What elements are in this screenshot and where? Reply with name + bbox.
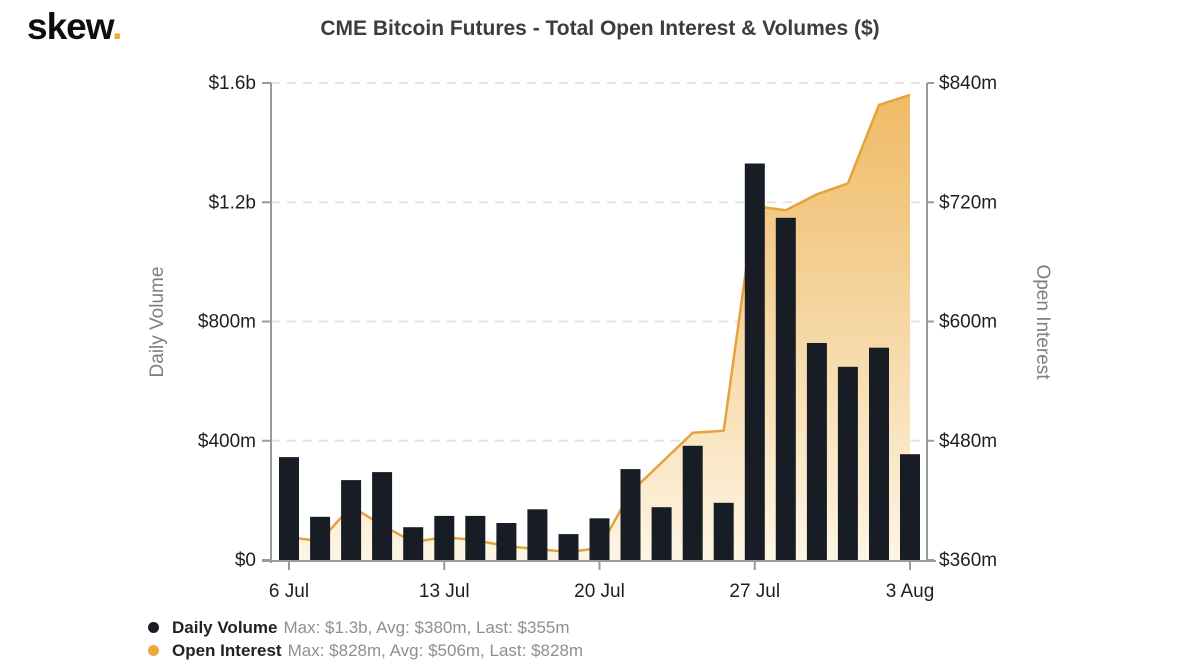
logo-text: skew <box>27 6 113 47</box>
volume-bar <box>869 347 889 560</box>
y-axis-left-label: $800m <box>198 312 256 333</box>
volume-bar <box>403 527 424 560</box>
legend-stats-open-interest: Max: $828m, Avg: $506m, Last: $828m <box>287 640 584 660</box>
volume-bar <box>620 469 641 560</box>
legend-item-open-interest: Open Interest Max: $828m, Avg: $506m, La… <box>148 639 583 662</box>
volume-bar <box>682 445 703 560</box>
left-axis-title: Daily Volume <box>147 267 168 378</box>
x-axis-label: 27 Jul <box>729 581 780 602</box>
volume-bar <box>310 516 331 560</box>
y-axis-right-label: $600m <box>939 312 997 333</box>
y-axis-left-label: $1.2b <box>208 192 256 213</box>
x-axis-label: 13 Jul <box>419 581 470 602</box>
legend: Daily Volume Max: $1.3b, Avg: $380m, Las… <box>148 616 583 662</box>
volume-bar <box>837 366 858 560</box>
y-axis-left-label: $0 <box>235 550 256 571</box>
open-interest-dot-icon <box>148 645 159 656</box>
x-axis-label: 3 Aug <box>886 581 935 602</box>
volume-bar <box>713 502 734 560</box>
volume-bar <box>558 534 579 560</box>
volume-bar <box>589 518 610 560</box>
x-axis-label: 20 Jul <box>574 581 625 602</box>
chart-title: CME Bitcoin Futures - Total Open Interes… <box>320 17 880 40</box>
legend-label-daily-volume: Daily Volume <box>172 617 278 637</box>
volume-bar <box>465 515 486 560</box>
volume-bar <box>775 217 796 561</box>
legend-item-daily-volume: Daily Volume Max: $1.3b, Avg: $380m, Las… <box>148 616 583 639</box>
skew-logo: skew. <box>27 6 122 48</box>
volume-bar <box>434 515 455 560</box>
right-axis-title: Open Interest <box>1032 264 1053 380</box>
y-axis-right-label: $840m <box>939 73 997 94</box>
y-axis-left-label: $400m <box>198 431 256 452</box>
volume-bar <box>806 343 827 560</box>
logo-dot-icon: . <box>112 6 122 47</box>
volume-bar <box>527 509 548 560</box>
chart[interactable]: $0 $360m $400m $480m $800m $600m $1.2b $720m $1.… <box>0 0 1200 608</box>
y-axis-right-label: $480m <box>939 431 997 452</box>
volume-bar <box>651 507 672 560</box>
volume-bar <box>279 457 299 560</box>
x-axis-label: 6 Jul <box>269 581 309 602</box>
volume-bar <box>900 454 920 560</box>
volume-bar <box>372 472 393 560</box>
daily-volume-dot-icon <box>148 622 159 633</box>
legend-label-open-interest: Open Interest <box>172 640 282 660</box>
volume-bar <box>341 480 362 560</box>
volume-bar <box>496 523 517 560</box>
y-axis-right-label: $720m <box>939 192 997 213</box>
volume-bar <box>744 163 765 560</box>
y-axis-left-label: $1.6b <box>208 73 256 94</box>
legend-stats-daily-volume: Max: $1.3b, Avg: $380m, Last: $355m <box>283 617 570 637</box>
y-axis-right-label: $360m <box>939 550 997 571</box>
